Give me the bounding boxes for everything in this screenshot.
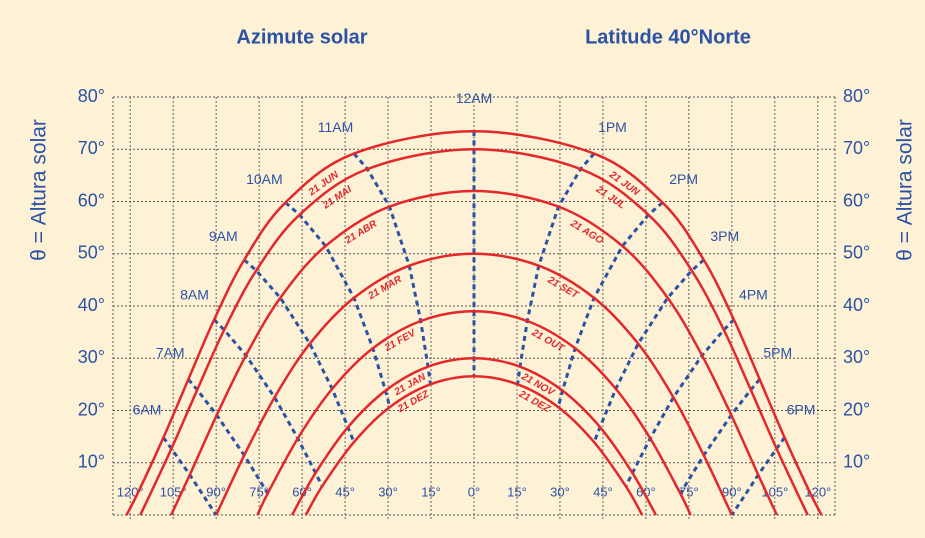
y-tick-label-right: 40° [843,295,870,315]
y-axis-label: θ = Altura solar [28,119,51,261]
hour-label: 4PM [739,286,768,302]
y-tick-label-right: 30° [843,347,870,367]
hour-label: 10AM [246,171,283,187]
x-tick-label: 15° [421,484,441,499]
x-tick-label: 45° [335,484,355,499]
y-tick-label-right: 60° [843,190,870,210]
hour-label: 7AM [156,345,185,361]
y-tick-label-right: 20° [843,399,870,419]
x-tick-label: 15° [507,484,527,499]
sun-path-curve [125,129,823,516]
hour-line [730,436,786,516]
hour-label: 6AM [133,402,162,418]
chart-subtitle: Latitude 40°Norte [585,26,751,48]
hour-label: 6PM [787,402,816,418]
hour-label: 3PM [710,228,739,244]
x-tick-label: 30° [550,484,570,499]
sun-path-curve [215,252,733,516]
x-tick-label: 75° [679,484,699,499]
hour-line [162,436,218,516]
sun-path-curve [139,147,809,516]
y-tick-label: 50° [78,243,105,263]
sun-path-curve [290,356,658,516]
x-tick-label: 30° [378,484,398,499]
y-tick-label: 40° [78,295,105,315]
y-tick-label-right: 80° [843,86,870,106]
x-tick-label: 0° [468,484,480,499]
hour-label: 5PM [763,345,792,361]
chart-title: Azimute solar [236,26,367,48]
y-tick-label-right: 70° [843,138,870,158]
hour-label: 2PM [669,171,698,187]
sun-path-curve [256,309,692,516]
y-tick-label: 20° [78,399,105,419]
sun-path-curve [304,375,644,516]
x-tick-label: 90° [722,484,742,499]
sun-path-curve [170,189,778,516]
y-tick-label: 70° [78,138,105,158]
x-tick-label: 45° [593,484,613,499]
hour-label: 1PM [598,119,627,135]
x-tick-label: 90° [206,484,226,499]
hour-label: 12AM [456,90,493,106]
y-tick-label-right: 50° [843,243,870,263]
y-axis-label-right: θ = Altura solar [894,119,917,261]
y-tick-label: 60° [78,190,105,210]
hour-label: 11AM [318,119,354,135]
y-tick-label: 10° [78,452,105,472]
hour-label: 9AM [209,228,238,244]
y-tick-label: 30° [78,347,105,367]
y-tick-label-right: 10° [843,452,870,472]
x-tick-label: 75° [249,484,269,499]
hour-label: 8AM [180,286,209,302]
y-tick-label: 80° [78,86,105,106]
